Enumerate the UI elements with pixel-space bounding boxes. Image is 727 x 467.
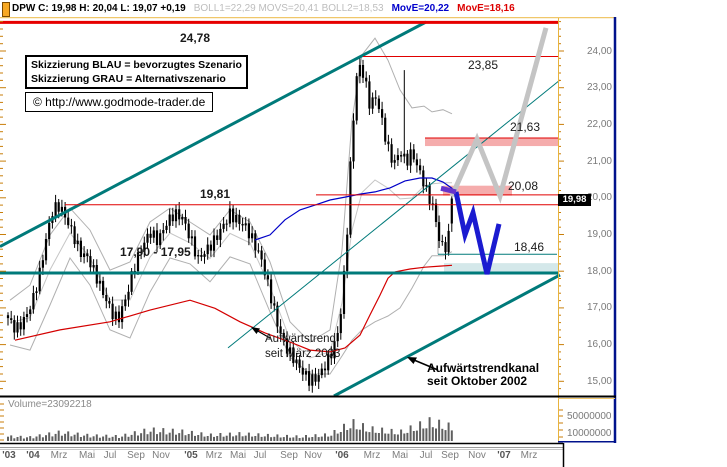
volume-bars [7, 417, 453, 441]
time-axis-label: '06 [335, 450, 349, 461]
volume-axis-label-50m: 50000000 [567, 411, 612, 422]
price-axis-label: 21,00 [586, 155, 612, 167]
volume-value-label: Volume=23092218 [8, 399, 92, 410]
uptrend-annotation: Aufwärtstrend seit März 2003 [265, 332, 340, 362]
price-axis-label: 23,00 [586, 82, 612, 94]
time-axis-label: Nov [152, 450, 170, 461]
candlesticks [6, 57, 453, 393]
move-fast-value: MovE=20,22 [391, 3, 450, 14]
time-axis-label: Mrz [520, 450, 538, 461]
time-axis-label: Mai [229, 450, 247, 461]
time-axis-label: Mrz [50, 450, 68, 461]
price-axis-label: 19,00 [586, 229, 612, 240]
time-axis-label: Jul [419, 450, 433, 461]
quote-bar: DPW C: 19,98 H: 20,04 L: 19,07 +0,19 BOL… [0, 0, 616, 17]
time-axis-label: Sep [127, 450, 145, 461]
uptrend-annotation-line1: Aufwärtstrend [265, 333, 336, 345]
time-axis-label: Mai [78, 450, 96, 461]
volume-axis-label-10m: 10000000 [567, 428, 612, 439]
level-label-1981: 19,81 [200, 187, 231, 201]
scenario-gray [449, 27, 549, 204]
uptrend-2003 [227, 79, 561, 349]
level-label-2478: 24,78 [179, 31, 211, 45]
time-axis-label: Sep [441, 450, 459, 461]
channel-lower [333, 273, 561, 398]
price-axis-label: 24,00 [586, 45, 612, 57]
level-label-2385: 23,85 [468, 58, 499, 72]
zone-1 [443, 185, 512, 196]
level-label-2163: 21,63 [510, 120, 541, 134]
level-label-2008: 20,08 [508, 179, 539, 193]
instrument-icon [2, 2, 10, 17]
zone-2 [444, 263, 558, 273]
price-axis-label: 16,00 [586, 339, 612, 351]
time-axis-label: Jul [103, 450, 117, 461]
ma-red [14, 264, 453, 353]
channel-arrow [407, 357, 439, 371]
time-axis-label: '07 [497, 450, 511, 461]
channel-annotation-line2: seit Oktober 2002 [427, 374, 528, 388]
legend-line-gray: Skizzierung GRAU = Alternativszenario [31, 73, 226, 85]
scenario-legend-box: Skizzierung BLAU = bevorzugtes Szenario … [25, 55, 248, 89]
quote-text: DPW C: 19,98 H: 20,04 L: 19,07 +0,19 [12, 3, 186, 14]
price-axis-label: 17,00 [586, 302, 612, 314]
level-label-1846: 18,46 [514, 240, 545, 254]
scenario-blue [453, 191, 502, 275]
time-axis-label: Nov [304, 450, 322, 461]
move-slow-value: MovE=18,16 [457, 3, 515, 14]
price-axis-label: 18,00 [586, 265, 612, 277]
bollinger-values: BOLL1=22,29 MOVS=20,41 BOLL2=18,53 [193, 3, 384, 14]
channel-upper [0, 20, 427, 248]
time-axis-label: '03 [2, 450, 16, 461]
uptrend-arrow [251, 327, 271, 339]
channel-annotation-line1: Aufwärtstrendkanal [427, 361, 540, 375]
price-axis-label: 15,00 [586, 375, 612, 387]
ma-blue [254, 177, 454, 241]
price-axis-label: 20,00 [586, 192, 612, 204]
last-price-badge: 19,98 [558, 194, 591, 206]
time-axis-label: Sep [280, 450, 298, 461]
frame-borders [0, 16, 617, 467]
channel-annotation: Aufwärtstrendkanal seit Oktober 2002 [427, 362, 539, 388]
time-axis-label: Mrz [205, 450, 223, 461]
time-axis-label: '04 [26, 450, 40, 461]
copyright-box: © http://www.godmode-trader.de [25, 92, 214, 112]
price-axis-label: 22,00 [586, 118, 612, 130]
time-axis-label: '05 [184, 450, 198, 461]
legend-line-blue: Skizzierung BLAU = bevorzugtes Szenario [31, 59, 242, 71]
time-axis-label: Mrz [363, 450, 381, 461]
time-axis-label: Mai [391, 450, 409, 461]
support-range-label: 17,90 - 17,95 [120, 245, 191, 259]
bollinger-lower [9, 251, 453, 375]
time-axis-label: Nov [468, 450, 486, 461]
scenario-entry [440, 185, 457, 195]
bollinger-upper [9, 37, 453, 343]
zone-0 [425, 137, 558, 147]
uptrend-annotation-line2: seit März 2003 [265, 348, 341, 360]
time-axis-label: Jul [253, 450, 267, 461]
